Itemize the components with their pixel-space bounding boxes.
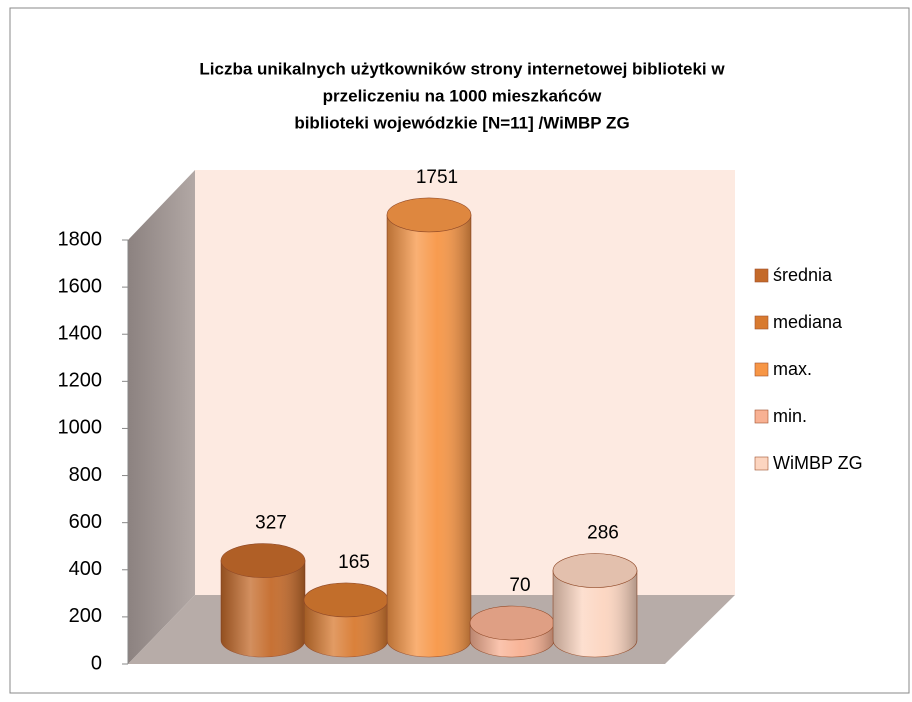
legend-label: min. [773,406,807,426]
legend-label: WiMBP ZG [773,453,863,473]
y-tick-label: 400 [69,558,102,580]
value-label: 70 [509,575,530,596]
legend-label: mediana [773,312,843,332]
legend-swatch [754,409,769,424]
cylinder-top [552,553,638,588]
value-label: 286 [587,523,619,544]
y-tick-label: 1800 [58,228,103,250]
y-tick-label: 1600 [58,275,103,297]
legend-swatch [754,268,769,283]
chart-title: Liczba unikalnych użytkowników strony in… [199,59,725,78]
side-wall [128,170,195,664]
value-label: 327 [255,513,287,534]
value-label: 1751 [416,167,458,188]
value-label: 165 [338,552,370,573]
cylinder-top [386,197,472,233]
legend-swatch [754,362,769,377]
chart-title: biblioteki wojewódzkie [N=11] /WiMBP ZG [294,113,629,132]
y-tick-label: 1200 [58,370,103,392]
cylinder-top [220,543,306,578]
cylinder-top [303,582,389,618]
chart-title: przeliczeniu na 1000 mieszkańców [323,86,603,105]
legend-swatch [754,456,769,471]
cylinder-shade [387,214,471,657]
y-tick-label: 200 [69,605,102,627]
y-tick-label: 1400 [58,323,103,345]
cylinder-top [469,605,555,641]
y-tick-label: 800 [69,464,102,486]
y-tick-label: 1000 [58,417,103,439]
legend-label: średnia [773,265,833,285]
cylinder-shade [221,560,305,657]
legend-label: max. [773,359,812,379]
legend-swatch [754,315,769,330]
y-tick-label: 0 [91,652,102,674]
y-tick-label: 600 [69,511,102,533]
cylinder-shade [553,570,637,657]
